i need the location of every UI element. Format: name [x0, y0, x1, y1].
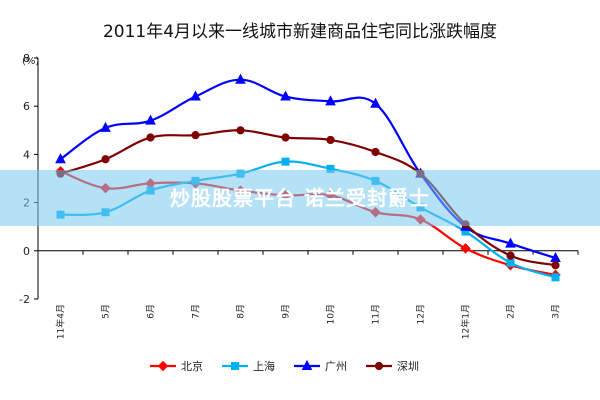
data-point	[191, 131, 200, 140]
data-point	[551, 273, 560, 282]
data-point	[190, 90, 201, 101]
y-axis-unit: (%)	[22, 56, 39, 67]
data-point	[505, 237, 516, 248]
data-point	[371, 147, 380, 157]
x-tick-label: 2月	[506, 304, 517, 319]
data-point	[236, 126, 245, 135]
data-point	[326, 135, 335, 145]
data-point	[101, 155, 110, 164]
data-point	[145, 114, 156, 125]
data-point	[460, 243, 471, 254]
legend-label: 上海	[253, 359, 275, 373]
legend-swatch-marker	[374, 361, 384, 371]
legend-item: 广州	[294, 359, 347, 373]
legend-item: 北京	[150, 359, 203, 373]
y-tick-label: 8	[23, 52, 30, 65]
x-tick-label: 5月	[101, 304, 112, 319]
data-point	[281, 133, 290, 142]
x-tick-label: 8月	[236, 304, 247, 319]
legend-swatch-marker	[231, 362, 239, 370]
watermark-text: 炒股股票平台 诺兰受封爵士	[170, 186, 430, 210]
watermark-band	[0, 170, 600, 226]
legend-swatch-marker	[301, 359, 313, 370]
legend-swatch-marker	[157, 360, 169, 372]
legend-label: 广州	[325, 360, 347, 373]
data-point	[235, 73, 246, 84]
data-point	[325, 95, 336, 106]
data-point	[280, 90, 291, 101]
data-point	[506, 258, 515, 267]
data-point	[551, 261, 560, 270]
axes: -20246811年4月5月6月7月8月9月10月11月12月12年1月2月3月	[19, 52, 579, 339]
legend: 北京 上海 广州 深圳	[150, 359, 419, 373]
x-tick-label: 12年1月	[460, 304, 472, 339]
x-tick-label: 7月	[191, 304, 202, 319]
series-3	[55, 73, 561, 263]
data-point	[506, 251, 515, 260]
data-point	[55, 153, 66, 164]
x-tick-label: 11年4月	[55, 304, 67, 339]
legend-item: 深圳	[366, 360, 419, 373]
data-point	[100, 121, 111, 132]
x-tick-label: 3月	[551, 304, 562, 319]
x-tick-label: 10月	[326, 304, 337, 324]
chart-title: 2011年4月以来一线城市新建商品住宅同比涨跌幅度	[103, 22, 497, 42]
data-point	[146, 133, 155, 142]
y-tick-label: 6	[23, 100, 30, 113]
legend-label: 深圳	[397, 360, 419, 373]
x-tick-label: 11月	[371, 304, 382, 324]
x-tick-label: 12月	[416, 304, 427, 324]
legend-item: 上海	[222, 359, 275, 373]
y-tick-label: 4	[23, 148, 30, 161]
legend-label: 北京	[181, 359, 203, 373]
series-line	[59, 78, 556, 260]
y-tick-label: -2	[19, 293, 30, 306]
data-point	[281, 157, 290, 166]
data-point	[370, 97, 381, 108]
x-tick-label: 9月	[281, 304, 292, 319]
x-tick-label: 6月	[146, 304, 157, 319]
y-tick-label: 0	[23, 245, 30, 258]
